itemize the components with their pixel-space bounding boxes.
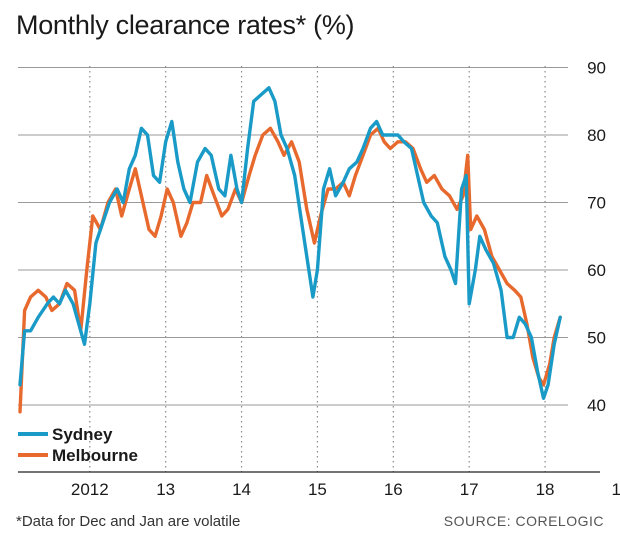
x-tick-label: 13 [156,480,175,499]
legend-label-melbourne: Melbourne [52,446,138,465]
source-credit: SOURCE: CORELOGIC [443,513,604,529]
x-tick-label: 18 [536,480,555,499]
x-tick-label: 15 [308,480,327,499]
y-tick-label: 90 [587,59,606,78]
series-lines [18,86,562,414]
y-tick-label: 70 [587,194,606,213]
x-tick-label: 16 [384,480,403,499]
x-tick-label: 14 [232,480,251,499]
y-tick-label: 80 [587,126,606,145]
legend-label-sydney: Sydney [52,425,113,444]
y-tick-label: 60 [587,261,606,280]
footnote: *Data for Dec and Jan are volatile [16,513,241,530]
y-tick-label: 50 [587,329,606,348]
series-line-sydney [18,86,562,400]
y-tick-labels: 90 80 70 60 50 40 [587,59,606,416]
x-tick-label: 19 [611,480,620,499]
legend: Sydney Melbourne [18,425,138,465]
y-tick-label: 40 [587,396,606,415]
chart-title: Monthly clearance rates* (%) [16,10,355,40]
x-tick-labels: 2012 13 14 15 16 17 18 19 [71,480,620,499]
x-tick-label: 17 [460,480,479,499]
x-tick-label: 2012 [71,480,109,499]
